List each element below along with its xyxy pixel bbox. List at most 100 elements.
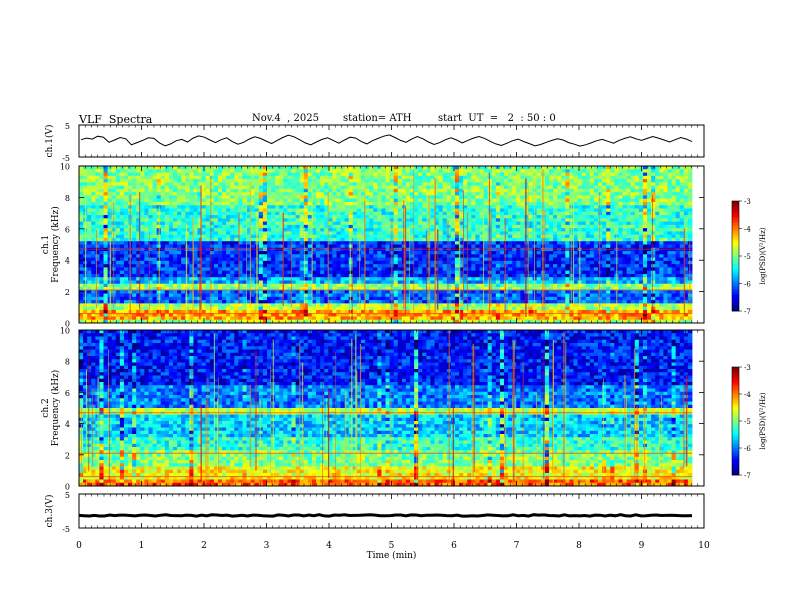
ch1-spectrogram-cell	[336, 208, 341, 213]
ch1-spectrogram-cell	[136, 237, 141, 242]
ch1-spectrogram-cell	[414, 175, 419, 180]
ch1-spectrogram-cell	[177, 224, 182, 229]
ch1-spectrogram-cell	[324, 244, 329, 249]
ch1-spectrogram-cell	[348, 237, 354, 242]
ch1-spectrogram-cell	[683, 192, 689, 196]
ch1-spectrogram-cell	[655, 221, 660, 226]
ch1-spectrogram-cell	[430, 192, 435, 196]
ch1-spectrogram-cell	[262, 182, 268, 187]
ch1-spectrogram-cell	[618, 195, 623, 200]
ch1-spectrogram-cell	[295, 218, 301, 222]
ch1-spectrogram-cell	[512, 234, 517, 239]
ch1-spectrogram-cell	[573, 254, 578, 258]
ch1-spectrogram-cell	[569, 241, 574, 245]
ch1-spectrogram-cell	[242, 179, 247, 183]
ch1-spectrogram-cell	[467, 244, 472, 249]
ch1-spectrogram-cell	[655, 172, 660, 177]
ch1-spectrogram-cell	[589, 182, 595, 187]
ch1-spectrogram-cell	[332, 244, 337, 249]
ch1-spectrogram-cell	[226, 267, 231, 272]
ch1-spectrogram-cell	[164, 211, 170, 216]
ch1-spectrogram-cell	[544, 241, 550, 245]
ch1-spectrogram-cell	[520, 221, 525, 226]
ch1-spectrogram-cell	[614, 211, 619, 216]
ch1-spectrogram-cell	[577, 188, 583, 193]
ch1-spectrogram-cell	[565, 185, 570, 190]
ch1-spectrogram-cell	[356, 260, 362, 265]
ch1-spectrogram-cell	[524, 221, 529, 226]
ch1-spectrogram-cell	[642, 201, 648, 206]
ch1-spectrogram-cell	[336, 224, 341, 229]
ch1-spectrogram-cell	[647, 211, 652, 216]
ch1-spectrogram-cell	[213, 201, 219, 206]
ch1-spectrogram-cell	[389, 215, 395, 219]
ch1-spectrogram-cell	[352, 215, 358, 219]
ch1-spectrogram-cell	[185, 205, 190, 209]
ch1-spectrogram-cell	[675, 195, 681, 200]
ch1-spectrogram-cell	[426, 175, 431, 180]
ch1-spectrogram-cell	[205, 175, 211, 180]
ch1-spectrogram-cell	[287, 251, 292, 255]
ch1-spectrogram-cell	[344, 182, 350, 187]
ch1-spectrogram-cell	[589, 188, 595, 193]
ch1-spectrogram-cell	[262, 228, 268, 232]
ch1-spectrogram-cell	[663, 185, 668, 190]
ch1-spectrogram-cell	[585, 192, 591, 196]
ch1-spectrogram-cell	[463, 185, 468, 190]
ch1-spectrogram-cell	[238, 241, 243, 245]
ch1-spectrogram-cell	[283, 244, 288, 249]
ch1-spectrogram-cell	[177, 188, 182, 193]
ch1-spectrogram-cell	[667, 215, 672, 219]
ch1-spectrogram-cell	[360, 237, 366, 242]
ch1-spectrogram-cell	[369, 267, 374, 272]
ch1-spectrogram-cell	[544, 234, 550, 239]
ch1-spectrogram-cell	[172, 251, 178, 255]
ch1-spectrogram-cell	[295, 192, 301, 196]
ch1-spectrogram-cell	[189, 201, 194, 206]
ch1-spectrogram-cell	[136, 188, 141, 193]
ch1-spectrogram-cell	[524, 182, 529, 187]
ch1-spectrogram-cell	[316, 198, 321, 203]
ch1-spectrogram-cell	[385, 228, 390, 232]
ch1-spectrogram-cell	[279, 195, 284, 200]
ch1-spectrogram-cell	[377, 228, 382, 232]
ch1-spectrogram-cell	[528, 231, 534, 236]
ch1-spectrogram-cell	[373, 221, 378, 226]
ch1-spectrogram-cell	[422, 218, 427, 222]
ch1-spectrogram-cell	[655, 234, 660, 239]
ch1-spectrogram-cell	[659, 237, 664, 242]
ch1-spectrogram-cell	[230, 244, 235, 249]
ch1-spectrogram-cell	[291, 257, 296, 262]
ch1-spectrogram-cell	[414, 198, 419, 203]
ch1-spectrogram-cell	[185, 182, 190, 187]
ch1-spectrogram-cell	[213, 267, 219, 272]
ch1-spectrogram-cell	[536, 260, 542, 265]
ch1-spectrogram-cell	[115, 175, 121, 180]
ch1-spectrogram-cell	[136, 208, 141, 213]
ch1-spectrogram-cell	[87, 211, 92, 216]
ch1-spectrogram-cell	[422, 237, 427, 242]
ch1-spectrogram-cell	[352, 218, 358, 222]
ch1-spectrogram-cell	[340, 251, 346, 255]
ch1-spectrogram-cell	[373, 241, 378, 245]
ch1-spectrogram-cell	[414, 244, 419, 249]
ch1-spectrogram-cell	[618, 179, 623, 183]
ch1-spectrogram-cell	[254, 182, 260, 187]
ch1-spectrogram-cell	[663, 224, 668, 229]
ch1-spectrogram-cell	[217, 257, 223, 262]
ch1-spectrogram-cell	[287, 244, 292, 249]
ch1-spectrogram-cell	[262, 224, 268, 229]
ch1-spectrogram-cell	[442, 205, 448, 209]
ch1-spectrogram-cell	[181, 215, 186, 219]
ch1-spectrogram-cell	[242, 221, 247, 226]
ch1-spectrogram-cell	[258, 218, 264, 222]
ch1-spectrogram-cell	[581, 205, 587, 209]
ch1-spectrogram-cell	[193, 260, 198, 265]
ch1-spectrogram-cell	[283, 228, 288, 232]
ch1-spectrogram-cell	[626, 175, 632, 180]
ch1-spectrogram-cell	[593, 260, 599, 265]
ch1-spectrogram-cell	[393, 254, 399, 258]
ch1-spectrogram-cell	[634, 198, 640, 203]
ch1-spectrogram-cell	[544, 169, 550, 173]
ch1-spectrogram-cell	[152, 195, 158, 200]
